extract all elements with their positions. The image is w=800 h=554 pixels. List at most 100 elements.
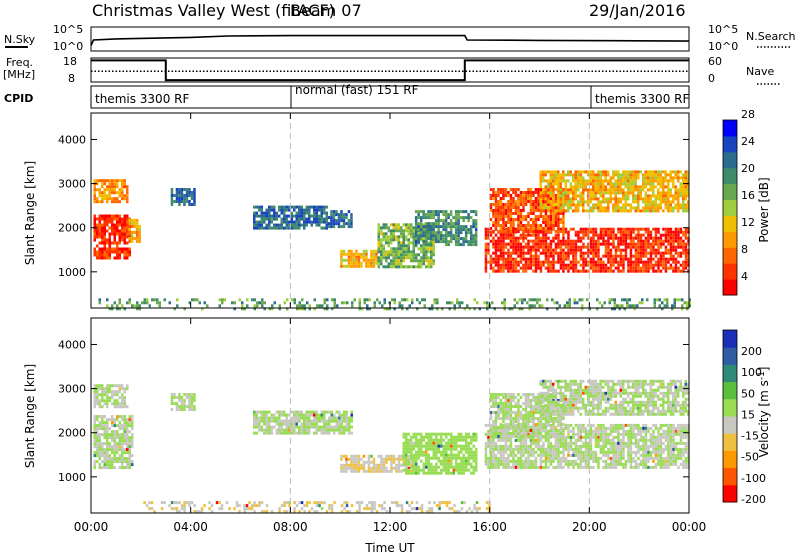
data-cell [405, 253, 408, 257]
data-cell [445, 462, 448, 466]
data-cell [607, 236, 610, 240]
data-cell [494, 248, 498, 252]
data-cell [193, 396, 196, 399]
data-cell [466, 304, 469, 308]
data-cell [285, 431, 288, 435]
data-cell [627, 227, 630, 231]
data-cell [96, 433, 99, 437]
data-cell [472, 465, 475, 469]
data-cell [435, 438, 438, 442]
data-cell [395, 223, 398, 227]
data-cell [397, 469, 401, 473]
data-cell [681, 307, 684, 311]
data-cell [637, 263, 640, 267]
data-cell [672, 206, 675, 210]
data-cell [554, 173, 557, 177]
data-cell [532, 245, 535, 249]
data-cell [330, 428, 333, 432]
data-cell [667, 200, 670, 204]
data-cell [118, 405, 121, 409]
data-cell [489, 218, 493, 221]
data-cell [357, 264, 361, 268]
data-cell [519, 260, 523, 264]
data-cell [121, 235, 124, 239]
data-cell [592, 239, 595, 243]
data-cell [116, 304, 119, 308]
data-cell [460, 456, 463, 460]
data-cell [574, 257, 578, 261]
data-cell [517, 188, 520, 191]
data-cell [632, 254, 635, 258]
data-cell [687, 230, 690, 234]
data-cell [255, 223, 258, 227]
data-cell [602, 254, 605, 258]
data-cell [437, 231, 440, 235]
data-cell [106, 445, 109, 449]
data-cell [308, 214, 311, 218]
data-cell [392, 229, 395, 233]
data-cell [609, 263, 613, 267]
data-cell [106, 223, 109, 227]
data-cell [483, 301, 486, 305]
data-cell [652, 170, 655, 174]
data-cell [619, 257, 623, 261]
data-cell [489, 266, 493, 270]
data-cell [597, 179, 600, 183]
data-cell [484, 233, 488, 237]
data-cell [183, 399, 186, 402]
data-cell [504, 456, 508, 460]
data-cell [123, 232, 126, 236]
data-cell [310, 205, 313, 209]
data-cell [597, 257, 600, 261]
data-cell [649, 188, 652, 192]
data-cell [185, 200, 189, 203]
data-cell [290, 431, 293, 435]
data-cell [682, 191, 685, 195]
data-cell [579, 200, 582, 204]
data-cell [564, 245, 568, 249]
data-cell [135, 227, 139, 231]
power-data-cells [93, 170, 691, 311]
data-cell [325, 226, 328, 230]
data-cell [427, 447, 430, 451]
data-cell [385, 454, 388, 458]
data-cell [662, 257, 665, 261]
data-cell [328, 428, 331, 432]
data-cell [634, 170, 637, 174]
data-cell [283, 431, 286, 435]
data-cell [632, 230, 635, 234]
data-cell [432, 468, 435, 472]
data-cell [577, 173, 580, 177]
data-cell [108, 445, 111, 449]
data-cell [121, 226, 124, 230]
data-cell [607, 260, 610, 264]
data-cell [646, 298, 649, 302]
data-cell [113, 436, 116, 440]
data-cell [113, 430, 116, 434]
data-cell [447, 447, 450, 451]
data-cell [468, 307, 471, 311]
data-cell [405, 441, 408, 445]
data-cell [420, 450, 423, 454]
data-cell [123, 226, 126, 230]
data-cell [542, 215, 545, 218]
data-cell [527, 191, 530, 194]
data-cell [609, 179, 612, 183]
data-cell [514, 242, 518, 246]
data-cell [98, 384, 101, 388]
data-cell [343, 413, 346, 417]
data-cell [103, 390, 106, 394]
data-cell [271, 304, 274, 308]
data-cell [101, 399, 104, 403]
data-cell [539, 185, 542, 189]
data-cell [300, 431, 303, 435]
data-cell [502, 260, 505, 264]
data-cell [325, 217, 328, 221]
data-cell [422, 238, 425, 242]
data-cell [390, 223, 393, 227]
data-cell [427, 234, 430, 238]
data-cell [491, 301, 494, 305]
data-cell [108, 436, 111, 440]
data-cell [382, 244, 385, 248]
data-cell [308, 419, 311, 423]
